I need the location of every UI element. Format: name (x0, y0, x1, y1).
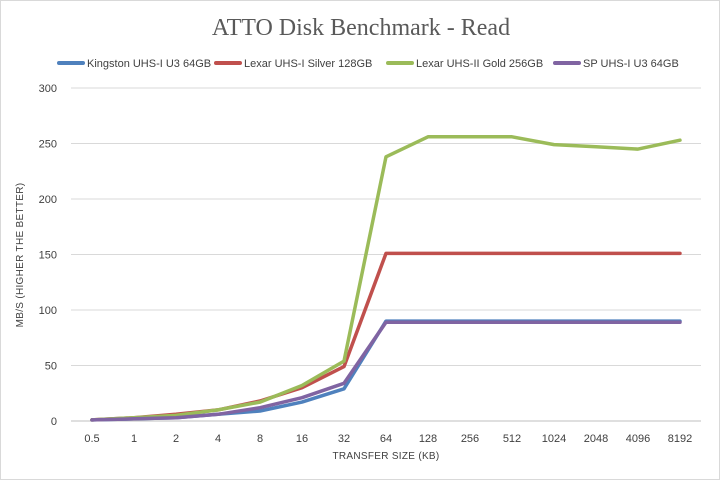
legend: Kingston UHS-I U3 64GB Lexar UHS-I Silver… (57, 58, 679, 70)
legend-label: Lexar UHS-II Gold 256GB (416, 58, 543, 70)
y-tick-label: 300 (39, 83, 57, 95)
series-line-1 (90, 319, 682, 422)
gridlines (71, 87, 701, 422)
y-tick-label: 100 (39, 305, 57, 317)
x-tick-label: 0.5 (84, 433, 99, 445)
series-lines (90, 135, 682, 422)
y-tick-label: 200 (39, 194, 57, 206)
chart-title: ATTO Disk Benchmark - Read (212, 15, 510, 41)
y-axis-title: MB/S (HIGHER THE BETTER) (15, 183, 26, 328)
x-tick-label: 1024 (542, 433, 566, 445)
x-axis-ticks: 0.5 1 2 4 8 16 32 64 128 256 512 1024 2048 4096 8192 (84, 433, 692, 445)
x-tick-label: 512 (503, 433, 521, 445)
x-tick-label: 4096 (626, 433, 650, 445)
x-tick-label: 8192 (668, 433, 692, 445)
y-tick-label: 50 (45, 361, 57, 373)
x-tick-label: 8 (257, 433, 263, 445)
x-tick-label: 2048 (584, 433, 608, 445)
series-line-2 (90, 251, 682, 422)
y-axis-ticks: 0 50 100 150 200 250 300 (39, 83, 57, 428)
x-tick-label: 2 (173, 433, 179, 445)
x-tick-label: 64 (380, 433, 392, 445)
x-tick-label: 256 (461, 433, 479, 445)
x-tick-label: 32 (338, 433, 350, 445)
y-tick-label: 150 (39, 250, 57, 262)
legend-label: Lexar UHS-I Silver 128GB (244, 58, 372, 70)
x-tick-label: 128 (419, 433, 437, 445)
series-line-3 (90, 135, 682, 422)
y-tick-label: 0 (51, 416, 57, 428)
series-line-4 (90, 320, 682, 422)
y-tick-label: 250 (39, 139, 57, 151)
legend-label: Kingston UHS-I U3 64GB (87, 58, 211, 70)
legend-label: SP UHS-I U3 64GB (583, 58, 679, 70)
x-tick-label: 1 (131, 433, 137, 445)
x-axis-title: TRANSFER SIZE (KB) (332, 451, 439, 462)
x-tick-label: 4 (215, 433, 221, 445)
x-tick-label: 16 (296, 433, 308, 445)
